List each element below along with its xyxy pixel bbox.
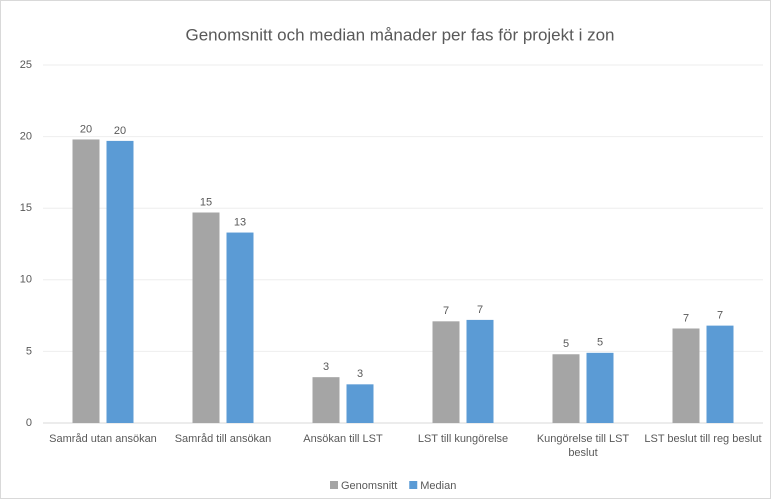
legend-label: Median xyxy=(420,480,456,492)
data-label: 20 xyxy=(114,125,126,137)
x-tick-label: LST beslut till reg beslut xyxy=(644,433,762,445)
bar xyxy=(586,352,614,423)
x-tick-label: Samråd till ansökan xyxy=(174,433,272,445)
data-label: 7 xyxy=(683,312,689,324)
data-label: 7 xyxy=(477,304,483,316)
data-label: 3 xyxy=(323,361,329,373)
legend-swatch xyxy=(409,481,418,489)
bar xyxy=(192,212,220,423)
data-label: 15 xyxy=(200,196,212,208)
chart-title: Genomsnitt och median månader per fas fö… xyxy=(186,25,615,44)
data-label: 3 xyxy=(357,368,363,380)
bar xyxy=(226,232,254,423)
y-tick-label: 0 xyxy=(26,417,32,429)
y-tick-label: 10 xyxy=(20,274,32,286)
data-label: 20 xyxy=(80,123,92,135)
bar xyxy=(312,377,340,423)
data-label: 7 xyxy=(717,310,723,322)
data-label: 13 xyxy=(234,216,246,228)
data-label: 5 xyxy=(597,337,603,349)
y-tick-label: 15 xyxy=(20,202,32,214)
data-label: 5 xyxy=(563,338,569,350)
bar xyxy=(346,384,374,423)
data-label: 7 xyxy=(443,305,449,317)
bar xyxy=(672,328,700,423)
x-tick-label: Ansökan till LST xyxy=(303,433,383,445)
legend-label: Genomsnitt xyxy=(341,480,397,492)
bar xyxy=(552,354,580,423)
legend-swatch xyxy=(330,481,338,489)
bar xyxy=(106,140,134,423)
y-tick-label: 20 xyxy=(20,131,32,143)
x-tick-label: Kungörelse till LST beslut xyxy=(536,433,630,459)
bar xyxy=(432,321,460,423)
bar xyxy=(466,319,494,423)
y-tick-label: 5 xyxy=(26,345,32,357)
bar xyxy=(706,325,734,423)
y-tick-label: 25 xyxy=(20,59,32,71)
x-tick-label: Samråd utan ansökan xyxy=(49,433,157,445)
x-tick-label: LST till kungörelse xyxy=(417,433,509,445)
bar xyxy=(72,139,100,424)
